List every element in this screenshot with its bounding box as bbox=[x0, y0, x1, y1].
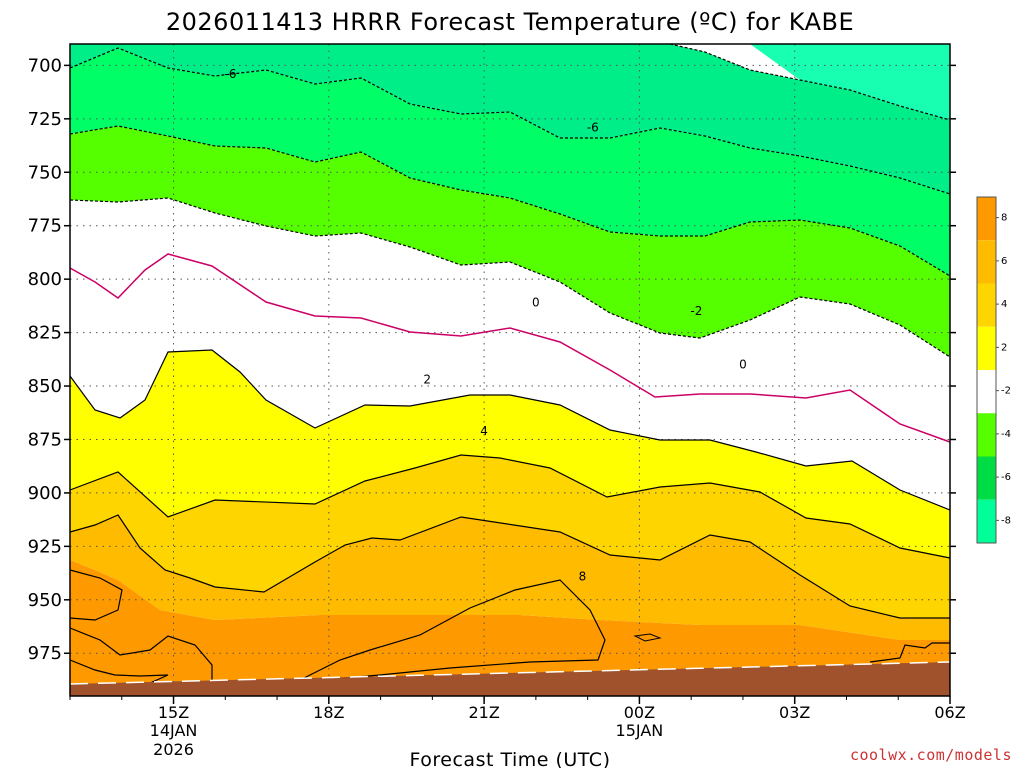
y-tick-label: 850 bbox=[28, 376, 62, 397]
colorbar-frame bbox=[976, 196, 997, 544]
band-minus8-deep bbox=[750, 44, 950, 120]
contour-8-left bbox=[69, 569, 123, 621]
y-tick-label: 875 bbox=[28, 429, 62, 450]
colorbar-label: 2 bbox=[1001, 342, 1007, 353]
contour-label: 2 bbox=[423, 373, 431, 387]
band-8-plus bbox=[70, 560, 950, 696]
y-tick-label: 950 bbox=[28, 590, 62, 611]
x-tick-label: 18Z bbox=[313, 703, 344, 722]
contour-lines bbox=[69, 43, 951, 689]
ground-surface bbox=[70, 662, 950, 696]
colorbar: 8 6 4 2 -2 -4 -6 -8 bbox=[976, 196, 1011, 544]
contour-label: 8 bbox=[579, 569, 587, 583]
x-tick-label: 00Z bbox=[624, 703, 655, 722]
colorbar-label: 6 bbox=[1001, 256, 1007, 267]
colorbar-label: -2 bbox=[1001, 386, 1011, 397]
small-contour-island bbox=[633, 633, 662, 642]
contour-minus4 bbox=[69, 125, 951, 277]
contour-label: 0 bbox=[532, 296, 540, 310]
plot-area: -6 -6 -2 0 0 2 4 8 bbox=[69, 43, 951, 697]
contour-minus8 bbox=[669, 43, 951, 121]
colorbar-segment bbox=[977, 240, 996, 284]
contour-6-bottom-left bbox=[69, 627, 213, 682]
contour-6-bottom-right bbox=[869, 642, 950, 663]
contour-labels: -6 -6 -2 0 0 2 4 8 bbox=[224, 67, 747, 583]
colorbar-label: -4 bbox=[1001, 429, 1011, 440]
contour-4 bbox=[69, 454, 951, 559]
contour-label: 4 bbox=[480, 424, 488, 438]
chart-title: 2026011413 HRRR Forecast Temperature (ºC… bbox=[166, 8, 854, 36]
x-tick-sublabel: 14JAN bbox=[150, 721, 198, 740]
band-6-8 bbox=[70, 515, 950, 640]
contour-label: 0 bbox=[739, 358, 747, 372]
y-tick-label: 925 bbox=[28, 536, 62, 557]
colorbar-segment bbox=[977, 197, 996, 241]
y-tick-label: 975 bbox=[28, 643, 62, 664]
colorbar-segment bbox=[977, 456, 996, 500]
contour-2 bbox=[69, 349, 951, 511]
x-tick-label: 21Z bbox=[468, 703, 499, 722]
x-tick-label: 06Z bbox=[934, 703, 965, 722]
contour-zero bbox=[69, 253, 951, 443]
band-minus6-minus4 bbox=[70, 48, 950, 276]
colorbar-label: -8 bbox=[1001, 515, 1011, 526]
x-axis-title: Forecast Time (UTC) bbox=[410, 749, 611, 768]
contour-minus2 bbox=[69, 197, 951, 358]
contour-label: -2 bbox=[690, 304, 702, 318]
y-tick-label: 775 bbox=[28, 216, 62, 237]
y-tick-label: 750 bbox=[28, 162, 62, 183]
contour-6 bbox=[69, 514, 950, 619]
contour-label: -6 bbox=[587, 120, 599, 134]
colorbar-segment bbox=[977, 326, 996, 370]
colorbar-label: -6 bbox=[1001, 472, 1011, 483]
y-tick-label: 825 bbox=[28, 323, 62, 344]
band-4-6 bbox=[70, 455, 950, 618]
x-tick-sublabel: 2026 bbox=[153, 740, 194, 759]
ground-edge bbox=[69, 661, 951, 685]
colorbar-label: 8 bbox=[1001, 213, 1007, 224]
y-tick-label: 900 bbox=[28, 483, 62, 504]
colorbar-segment bbox=[977, 499, 996, 543]
x-tick-sublabel: 15JAN bbox=[616, 721, 664, 740]
band-minus8-minus6 bbox=[70, 44, 950, 194]
colorbar-segment bbox=[977, 283, 996, 327]
x-tick-label: 15Z bbox=[158, 703, 189, 722]
band-2-4 bbox=[70, 350, 950, 558]
y-tick-label: 800 bbox=[28, 269, 62, 290]
y-tick-label: 725 bbox=[28, 109, 62, 130]
band-minus4-minus2 bbox=[70, 126, 950, 357]
band-minus2-2 bbox=[70, 198, 950, 510]
contour-label: -6 bbox=[224, 67, 236, 81]
credit-text: coolwx.com/models bbox=[850, 746, 1012, 764]
colorbar-segment bbox=[977, 413, 996, 457]
plot-frame bbox=[69, 43, 951, 697]
x-tick-label: 03Z bbox=[779, 703, 810, 722]
colorbar-label: 4 bbox=[1001, 299, 1007, 310]
y-tick-label: 700 bbox=[28, 55, 62, 76]
contour-8-mid bbox=[299, 579, 606, 681]
colorbar-segment bbox=[977, 370, 996, 414]
